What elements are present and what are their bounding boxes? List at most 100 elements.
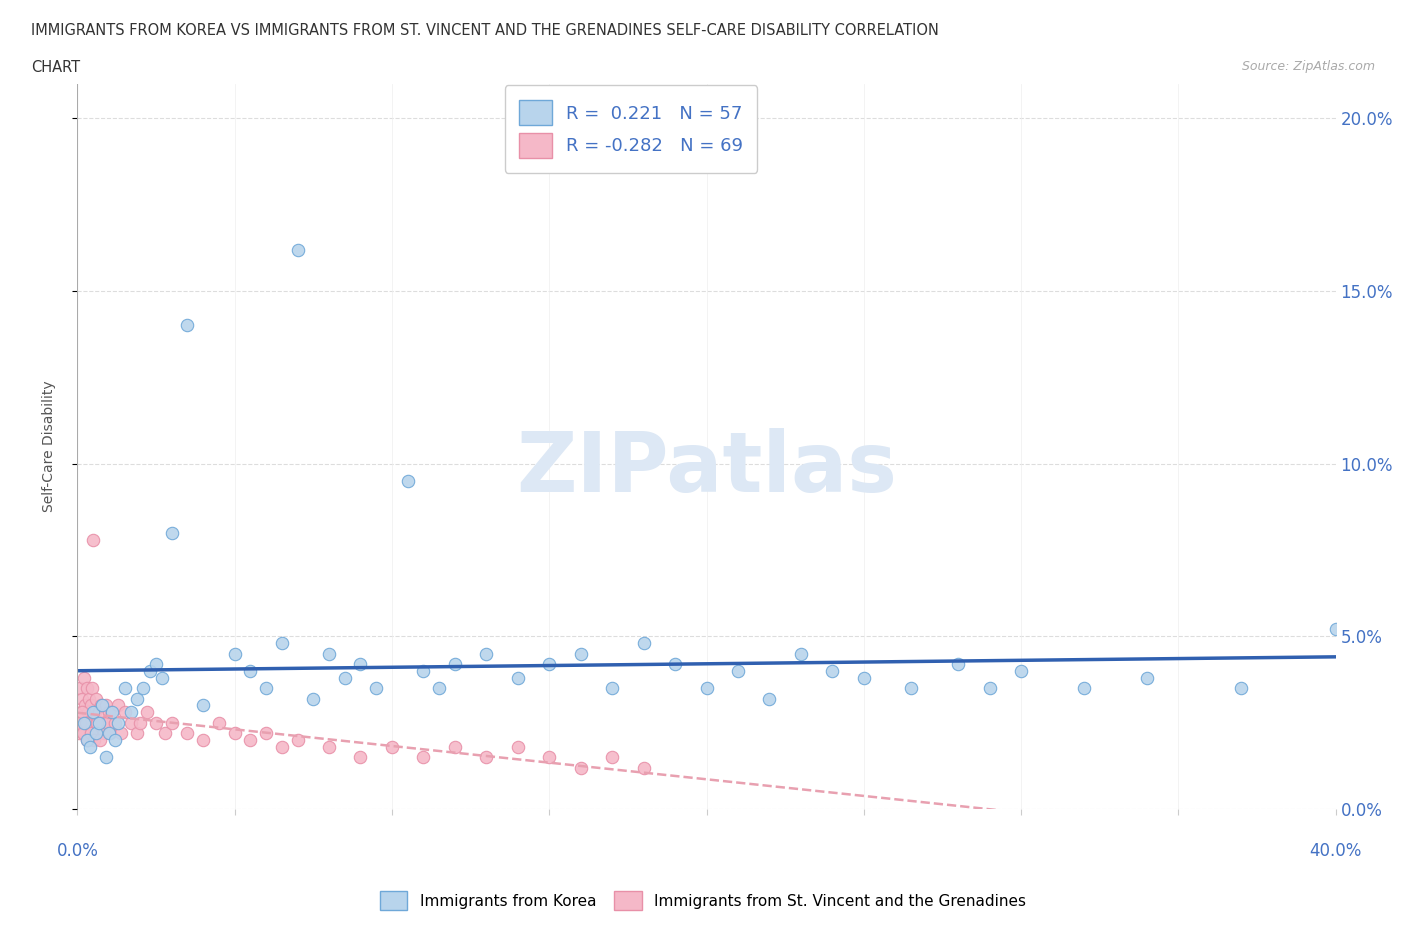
Point	[79, 691, 101, 706]
Text: ZIPatlas: ZIPatlas	[516, 428, 897, 509]
Point	[97, 725, 120, 740]
Point	[412, 750, 434, 764]
Point	[412, 663, 434, 678]
Point	[80, 725, 103, 740]
Point	[82, 532, 104, 547]
Point	[318, 646, 340, 661]
Point	[107, 715, 129, 730]
Point	[664, 657, 686, 671]
Point	[86, 715, 108, 730]
Point	[160, 715, 183, 730]
Point	[82, 705, 104, 720]
Point	[84, 691, 107, 706]
Point	[176, 725, 198, 740]
Point	[89, 715, 111, 730]
Point	[94, 750, 117, 764]
Point	[191, 733, 215, 748]
Point	[89, 733, 111, 748]
Point	[132, 681, 155, 696]
Point	[83, 733, 105, 748]
Point	[72, 715, 94, 730]
Point	[97, 705, 120, 720]
Point	[538, 657, 561, 671]
Point	[287, 242, 309, 257]
Point	[1230, 681, 1253, 696]
Point	[569, 646, 592, 661]
Point	[600, 681, 623, 696]
Point	[145, 657, 167, 671]
Point	[73, 725, 96, 740]
Legend: Immigrants from Korea, Immigrants from St. Vincent and the Grenadines: Immigrants from Korea, Immigrants from S…	[373, 884, 1033, 918]
Point	[127, 725, 149, 740]
Point	[135, 705, 157, 720]
Point	[75, 715, 97, 730]
Point	[145, 715, 167, 730]
Point	[83, 705, 105, 720]
Point	[444, 657, 467, 671]
Point	[208, 715, 231, 730]
Point	[191, 698, 215, 713]
Point	[727, 663, 749, 678]
Text: Source: ZipAtlas.com: Source: ZipAtlas.com	[1241, 60, 1375, 73]
Point	[75, 698, 97, 713]
Point	[120, 705, 142, 720]
Point	[1136, 671, 1159, 685]
Point	[506, 671, 529, 685]
Point	[758, 691, 780, 706]
Point	[600, 750, 623, 764]
Point	[821, 663, 844, 678]
Point	[94, 698, 117, 713]
Point	[67, 725, 90, 740]
Point	[475, 646, 498, 661]
Point	[538, 750, 561, 764]
Point	[101, 705, 124, 720]
Point	[76, 681, 98, 696]
Text: 40.0%: 40.0%	[1309, 842, 1362, 859]
Point	[72, 725, 94, 740]
Point	[381, 739, 404, 754]
Point	[98, 725, 121, 740]
Text: CHART: CHART	[31, 60, 80, 75]
Point	[72, 715, 94, 730]
Text: IMMIGRANTS FROM KOREA VS IMMIGRANTS FROM ST. VINCENT AND THE GRENADINES SELF-CAR: IMMIGRANTS FROM KOREA VS IMMIGRANTS FROM…	[31, 23, 939, 38]
Point	[79, 698, 101, 713]
Point	[72, 671, 94, 685]
Point	[176, 318, 198, 333]
Point	[76, 733, 98, 748]
Point	[76, 733, 98, 748]
Point	[506, 739, 529, 754]
Point	[302, 691, 325, 706]
Point	[129, 715, 152, 730]
Point	[114, 681, 136, 696]
Point	[93, 725, 115, 740]
Point	[396, 473, 419, 488]
Point	[155, 725, 177, 740]
Point	[160, 525, 183, 540]
Point	[87, 715, 110, 730]
Point	[150, 671, 173, 685]
Point	[70, 705, 93, 720]
Point	[287, 733, 309, 748]
Point	[82, 681, 104, 696]
Point	[349, 657, 371, 671]
Point	[444, 739, 467, 754]
Point	[69, 681, 91, 696]
Point	[633, 760, 655, 775]
Point	[948, 657, 970, 671]
Point	[270, 636, 292, 651]
Point	[790, 646, 813, 661]
Point	[70, 705, 93, 720]
Point	[89, 705, 111, 720]
Point	[427, 681, 450, 696]
Point	[239, 663, 262, 678]
Point	[270, 739, 292, 754]
Point	[80, 725, 103, 740]
Point	[569, 760, 592, 775]
Point	[91, 715, 114, 730]
Point	[127, 691, 149, 706]
Point	[107, 698, 129, 713]
Point	[1010, 663, 1032, 678]
Point	[633, 636, 655, 651]
Point	[104, 733, 127, 748]
Point	[84, 725, 107, 740]
